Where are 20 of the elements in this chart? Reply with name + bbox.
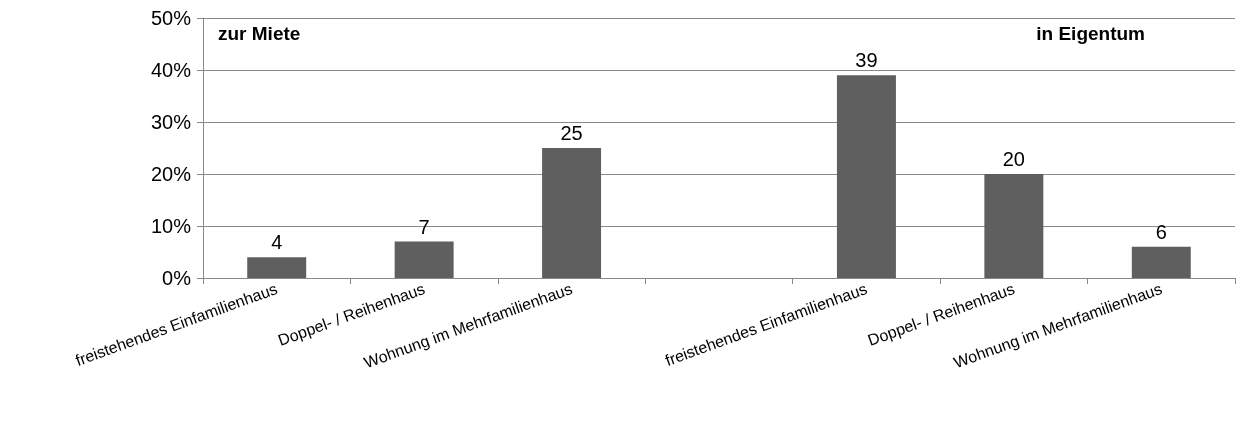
bar <box>1131 246 1191 278</box>
bar <box>984 174 1044 278</box>
y-tick-label: 50% <box>150 7 192 29</box>
y-tick-label: 20% <box>150 163 192 185</box>
y-tick-label: 40% <box>150 59 192 81</box>
data-label: 7 <box>418 215 430 238</box>
bar <box>394 241 454 278</box>
y-tick-label: 10% <box>150 215 192 237</box>
data-label: 25 <box>560 122 583 144</box>
data-label: 39 <box>855 49 878 72</box>
annotation: in Eigentum <box>1036 23 1146 44</box>
y-tick-label: 30% <box>150 111 192 133</box>
annotation: zur Miete <box>218 23 301 44</box>
y-tick-label: 0% <box>162 267 192 289</box>
bar <box>542 148 602 278</box>
data-label: 20 <box>1002 148 1025 170</box>
bar <box>836 75 896 278</box>
data-label: 6 <box>1155 220 1167 243</box>
data-label: 4 <box>271 231 283 254</box>
bar <box>247 257 307 278</box>
